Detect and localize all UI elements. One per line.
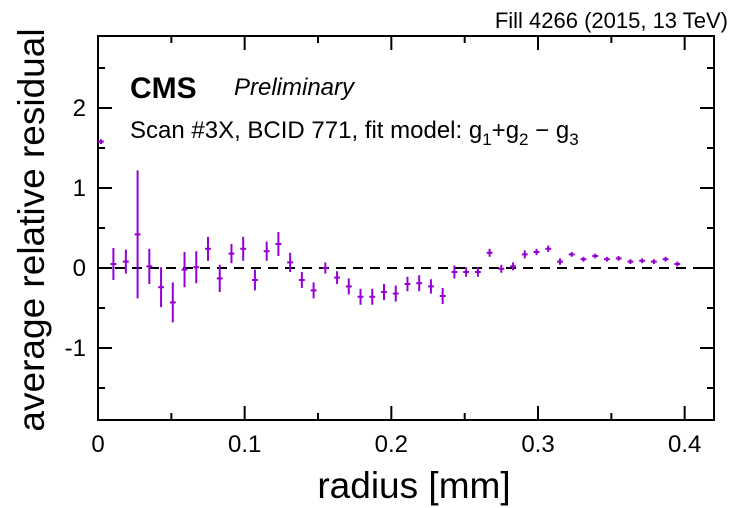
data-point xyxy=(345,278,352,295)
data-point xyxy=(357,288,364,305)
g2-symbol: g xyxy=(506,117,519,144)
data-point xyxy=(146,248,153,284)
data-point xyxy=(557,258,563,265)
data-point xyxy=(592,253,599,259)
y-tick-label: 0 xyxy=(73,255,86,282)
data-point xyxy=(416,275,423,292)
g1-subscript: 1 xyxy=(482,130,491,149)
y-axis-title: average relative residual xyxy=(11,28,52,431)
data-point xyxy=(98,139,104,144)
data-point xyxy=(474,267,481,277)
plus-sign: + xyxy=(492,117,506,144)
data-point xyxy=(334,271,340,284)
data-point xyxy=(298,272,305,288)
data-point xyxy=(674,261,681,267)
data-point xyxy=(122,249,129,274)
tick-labels: 0 0.1 0.2 0.3 0.4 -1 0 1 2 xyxy=(65,95,702,458)
data-point xyxy=(604,256,610,262)
data-point xyxy=(310,282,317,299)
data-point xyxy=(521,250,528,259)
data-point xyxy=(228,244,235,264)
scan-label: Scan #3X, BCID 771, fit model: g1+g2 − g… xyxy=(130,117,579,149)
data-point xyxy=(580,256,587,262)
data-point xyxy=(428,279,434,294)
data-point xyxy=(615,256,622,261)
data-point xyxy=(510,262,516,271)
data-point xyxy=(439,288,446,304)
data-point xyxy=(533,248,540,256)
scan-text: Scan #3X, BCID 771, fit model: xyxy=(130,117,469,144)
experiment-label: CMS xyxy=(130,72,197,105)
data-point xyxy=(662,256,669,262)
g3-symbol: g xyxy=(556,117,569,144)
x-tick-label: 0.4 xyxy=(668,431,701,458)
x-tick-label: 0.2 xyxy=(375,431,408,458)
x-tick-label: 0.1 xyxy=(228,431,261,458)
data-point xyxy=(205,236,211,261)
data-point xyxy=(451,265,458,279)
data-point xyxy=(216,264,223,292)
data-point xyxy=(263,241,270,261)
g3-subscript: 3 xyxy=(569,130,578,149)
x-axis-title: radius [mm] xyxy=(317,465,510,506)
y-tick-label: -1 xyxy=(65,335,86,362)
data-point xyxy=(369,288,376,305)
data-point xyxy=(110,248,117,280)
y-tick-label: 2 xyxy=(73,95,86,122)
data-point xyxy=(381,284,387,300)
data-point xyxy=(392,285,399,302)
data-point xyxy=(287,252,294,272)
status-label: Preliminary xyxy=(234,74,356,101)
minus-sign: − xyxy=(529,117,556,144)
data-point xyxy=(627,259,634,264)
fill-info: Fill 4266 (2015, 13 TeV) xyxy=(495,8,728,33)
data-point xyxy=(568,252,575,257)
data-point xyxy=(404,276,411,292)
g2-subscript: 2 xyxy=(519,130,528,149)
data-point xyxy=(240,236,247,261)
data-point xyxy=(252,269,258,291)
data-point xyxy=(134,170,141,299)
y-tick-label: 1 xyxy=(73,175,86,202)
data-points xyxy=(98,139,681,323)
data-point xyxy=(545,245,552,252)
data-point xyxy=(639,258,646,264)
data-point xyxy=(275,232,282,256)
g1-symbol: g xyxy=(469,117,482,144)
data-point xyxy=(650,259,657,264)
data-point xyxy=(322,262,329,274)
x-tick-label: 0.3 xyxy=(521,431,554,458)
data-point xyxy=(486,248,493,257)
data-point xyxy=(158,267,164,308)
data-point xyxy=(169,282,176,323)
data-point xyxy=(193,251,200,284)
x-tick-label: 0 xyxy=(91,431,104,458)
data-point xyxy=(498,264,505,273)
data-point xyxy=(463,267,470,277)
data-point xyxy=(181,252,188,288)
